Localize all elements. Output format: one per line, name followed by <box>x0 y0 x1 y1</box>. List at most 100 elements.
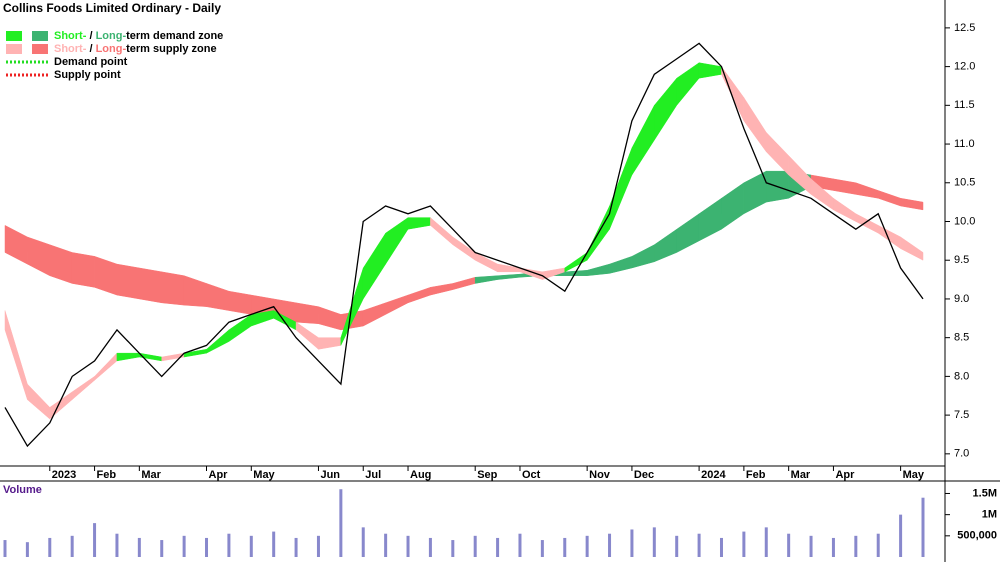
x-tick-label: 2024 <box>701 469 726 481</box>
y2-tick-label: 1M <box>982 509 997 521</box>
legend-text: term supply zone <box>126 43 216 55</box>
volume-bar <box>742 531 746 557</box>
y-tick-label: 11.5 <box>954 99 975 111</box>
volume-bar <box>831 537 835 557</box>
x-tick-label: Nov <box>589 469 611 481</box>
y-tick-label: 7.5 <box>954 409 969 421</box>
short-zone <box>900 236 924 261</box>
legend-label: Supply point <box>54 69 121 81</box>
volume-bar <box>182 535 186 557</box>
price-line <box>4 42 924 448</box>
x-tick-label: Feb <box>97 469 117 481</box>
y-tick-label: 12.5 <box>954 22 975 34</box>
y2-tick-label: 500,000 <box>957 530 997 542</box>
volume-bar <box>294 537 298 557</box>
volume-bar <box>518 533 522 557</box>
volume-bar <box>496 537 500 557</box>
volume-bar <box>115 533 119 557</box>
legend-text: term demand zone <box>126 30 223 42</box>
zones <box>4 62 924 420</box>
long-zone <box>161 271 185 306</box>
volume-bar <box>272 531 276 557</box>
volume-bar <box>473 535 477 557</box>
long-zone <box>139 267 162 304</box>
chart-title: Collins Foods Limited Ordinary - Daily <box>3 1 221 15</box>
legend-long: Long- <box>96 30 127 42</box>
legend-label: Short- / Long-term supply zone <box>54 43 217 55</box>
x-tick-label: Mar <box>791 469 811 481</box>
volume-bar <box>227 533 231 557</box>
x-tick-label: Feb <box>746 469 766 481</box>
y-tick-label: 9.0 <box>954 293 969 305</box>
legend-swatch <box>32 31 48 41</box>
volume-bar <box>249 535 253 557</box>
volume-bar <box>316 535 320 557</box>
volume-bar <box>608 533 612 557</box>
volume-bar <box>428 537 432 557</box>
x-tick-label: May <box>903 469 925 481</box>
volume-bar <box>876 533 880 557</box>
volume-bar <box>384 533 388 557</box>
legend-short: Short- <box>54 43 87 55</box>
y-tick-label: 11.0 <box>954 138 975 150</box>
x-tick-label: 2023 <box>52 469 76 481</box>
x-tick-label: Aug <box>410 469 431 481</box>
long-zone <box>295 302 319 324</box>
y-tick-label: 8.0 <box>954 370 969 382</box>
x-tick-label: Jun <box>320 469 340 481</box>
long-zone <box>900 197 924 211</box>
legend-sep: / <box>86 43 95 55</box>
volume-bar <box>406 535 410 557</box>
volume-bar <box>70 535 74 557</box>
volume-bar <box>160 540 164 557</box>
long-zone <box>71 252 95 288</box>
volume-bar <box>719 537 723 557</box>
volume-bar <box>854 535 858 557</box>
legend-swatch <box>32 44 48 54</box>
volume-bar <box>137 537 141 557</box>
x-tick-label: Apr <box>835 469 855 481</box>
volume-bar <box>652 527 656 557</box>
long-zone <box>228 290 252 315</box>
y-tick-label: 10.5 <box>954 177 975 189</box>
volume-bar <box>764 527 768 557</box>
y-tick-label: 10.0 <box>954 215 975 227</box>
x-tick-label: Apr <box>209 469 229 481</box>
x-tick-label: Sep <box>477 469 497 481</box>
volume-label: Volume <box>3 484 42 496</box>
volume-bar <box>585 535 589 557</box>
legend-swatch <box>6 31 22 41</box>
legend-swatch <box>6 44 22 54</box>
volume-bar <box>809 535 813 557</box>
x-tick-label: Jul <box>365 469 381 481</box>
y-tick-label: 7.0 <box>954 448 969 460</box>
volume-bar <box>25 542 29 557</box>
y2-tick-label: 1.5M <box>973 487 997 499</box>
volume-bar <box>361 527 365 557</box>
y-tick-label: 9.5 <box>954 254 969 266</box>
volume-bar <box>3 540 7 557</box>
volume-bar <box>675 535 679 557</box>
volume-bar <box>697 533 701 557</box>
axes: 7.0 7.5 8.0 8.5 9.0 9.5 10.0 10.5 11.0 11.5 12.0 12… <box>49 22 997 542</box>
volume-bar <box>563 537 567 557</box>
legend-short: Short- <box>54 30 87 42</box>
volume-bar <box>48 537 52 557</box>
plot <box>3 42 925 557</box>
legend-label: Short- / Long-term demand zone <box>54 30 223 42</box>
volume-bar <box>787 533 791 557</box>
long-zone <box>116 263 140 300</box>
volume-bar <box>339 489 343 557</box>
legend-sep: / <box>86 30 95 42</box>
volume-bar <box>921 497 925 557</box>
volume-bar <box>93 523 97 557</box>
legend-label: Demand point <box>54 56 128 68</box>
volume-bar <box>451 540 455 557</box>
legend-long: Long- <box>96 43 127 55</box>
x-tick-label: Mar <box>141 469 161 481</box>
volume-bar <box>899 514 903 557</box>
x-tick-label: May <box>253 469 275 481</box>
x-tick-label: Dec <box>634 469 654 481</box>
